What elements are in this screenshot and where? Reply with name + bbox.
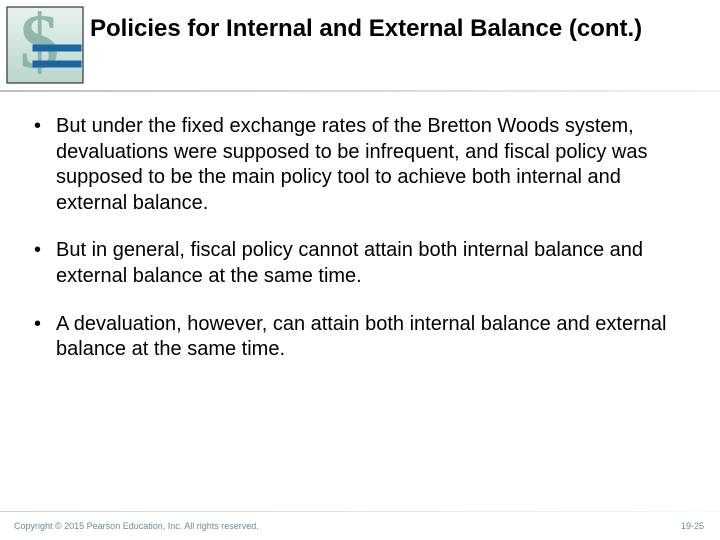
slide-title: Policies for Internal and External Balan… bbox=[84, 10, 642, 44]
list-item: But in general, fiscal policy cannot att… bbox=[30, 238, 690, 289]
slide-header: $ Policies for Internal and External Bal… bbox=[0, 0, 720, 92]
list-item: A devaluation, however, can attain both … bbox=[30, 312, 690, 363]
header-divider bbox=[0, 90, 720, 92]
bullet-list: But under the fixed exchange rates of th… bbox=[30, 114, 690, 363]
list-item: But under the fixed exchange rates of th… bbox=[30, 114, 690, 216]
page-number: 19-25 bbox=[681, 521, 704, 531]
slide-body: But under the fixed exchange rates of th… bbox=[0, 92, 720, 363]
slide-footer: Copyright © 2015 Pearson Education, Inc.… bbox=[0, 512, 720, 540]
dollar-equals-icon: $ bbox=[6, 6, 84, 84]
copyright-text: Copyright © 2015 Pearson Education, Inc.… bbox=[14, 521, 259, 531]
